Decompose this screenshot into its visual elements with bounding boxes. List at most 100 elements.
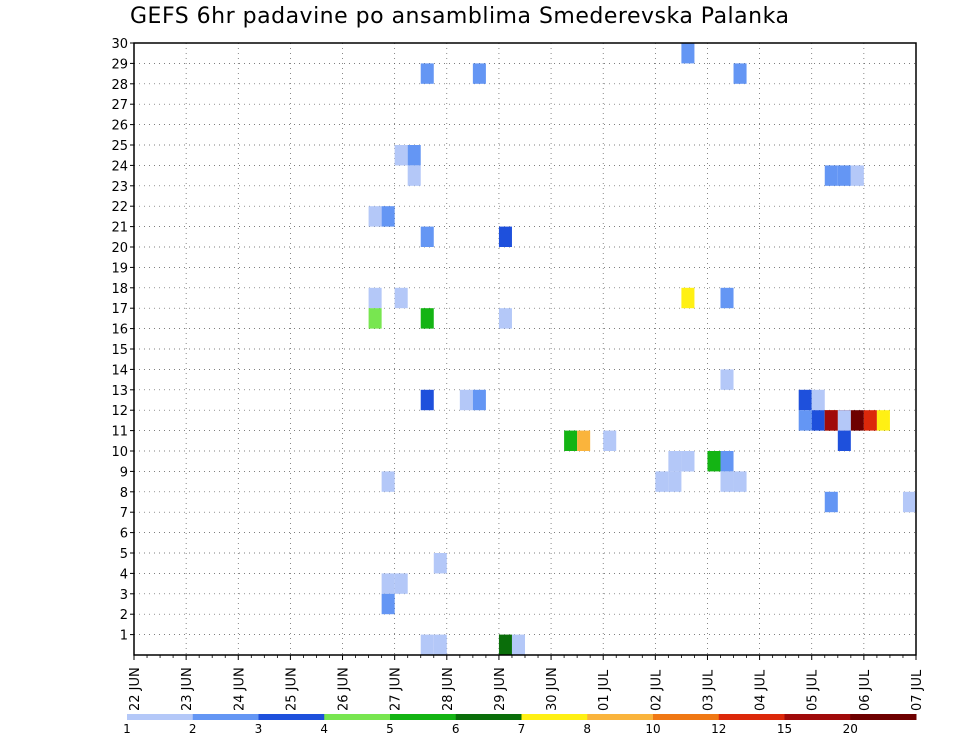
y-tick-label: 20: [111, 241, 128, 256]
heatmap-cell: [681, 43, 695, 64]
x-tick-label: 22 JUN: [128, 667, 143, 711]
y-tick-label: 25: [111, 139, 128, 154]
heatmap-cell: [824, 491, 838, 513]
y-tick-label: 19: [111, 261, 128, 276]
heatmap-cell: [577, 430, 591, 451]
legend-label: 20: [843, 722, 858, 736]
x-tick-label: 25 JUN: [284, 667, 299, 711]
x-tick-label: 02 JUL: [649, 669, 664, 711]
legend-label: 3: [255, 722, 263, 736]
heatmap-cell: [420, 308, 434, 329]
x-tick-label: 01 JUL: [597, 669, 612, 711]
heatmap-cell: [876, 410, 890, 431]
y-axis: 1234567891011121314151617181920212223242…: [111, 37, 134, 644]
heatmap-cell: [368, 287, 382, 309]
chart-title: GEFS 6hr padavine po ansamblima Smederev…: [130, 4, 790, 29]
legend-swatch: [653, 714, 720, 720]
heatmap-cell: [655, 471, 669, 492]
legend-label: 12: [711, 722, 726, 736]
heatmap-cell: [394, 573, 408, 594]
x-tick-label: 05 JUL: [806, 669, 821, 711]
y-tick-label: 15: [111, 343, 128, 358]
heatmap-cell: [902, 491, 916, 513]
heatmap-cell: [720, 451, 734, 472]
cells-layer: [368, 43, 916, 655]
y-tick-label: 11: [111, 425, 128, 440]
legend: 1 2 3 4 5 6 7 8 10 12 15 20: [123, 714, 917, 736]
heatmap-cell: [733, 63, 747, 84]
heatmap-cell: [733, 471, 747, 492]
heatmap-cell: [564, 430, 578, 451]
heatmap-cell: [720, 471, 734, 492]
x-tick-label: 06 JUL: [858, 669, 873, 711]
y-tick-label: 14: [111, 363, 128, 378]
y-tick-label: 7: [120, 506, 128, 521]
y-tick-label: 24: [111, 159, 128, 174]
heatmap-cell: [433, 553, 447, 574]
heatmap-cell: [511, 634, 525, 655]
heatmap-cell: [394, 287, 408, 309]
y-tick-label: 27: [111, 98, 128, 113]
y-tick-label: 18: [111, 282, 128, 297]
heatmap-cell: [798, 389, 812, 411]
y-tick-label: 8: [120, 486, 128, 501]
y-tick-label: 4: [120, 567, 128, 582]
y-tick-label: 17: [111, 302, 128, 317]
heatmap-cell: [707, 451, 721, 472]
heatmap-cell: [811, 389, 825, 411]
heatmap-cell: [498, 634, 512, 655]
x-tick-label: 04 JUL: [754, 669, 769, 711]
heatmap-cell: [368, 308, 382, 329]
y-tick-label: 3: [120, 588, 128, 603]
y-tick-label: 29: [111, 57, 128, 72]
legend-swatch: [587, 714, 654, 720]
x-tick-label: 26 JUN: [337, 667, 352, 711]
heatmap-cell: [720, 369, 734, 390]
y-tick-label: 30: [111, 37, 128, 52]
legend-swatch: [521, 714, 588, 720]
heatmap-cell: [368, 206, 382, 227]
y-tick-label: 1: [120, 629, 128, 644]
y-tick-label: 23: [111, 180, 128, 195]
heatmap-cell: [407, 165, 421, 186]
x-tick-label: 30 JUN: [545, 667, 560, 711]
heatmap-cell: [850, 410, 864, 431]
heatmap-cell: [720, 287, 734, 309]
heatmap-cell: [498, 308, 512, 329]
heatmap-cell: [472, 63, 486, 84]
y-tick-label: 13: [111, 384, 128, 399]
legend-swatch: [850, 714, 917, 720]
legend-swatch: [324, 714, 391, 720]
x-tick-label: 07 JUL: [910, 669, 925, 711]
y-tick-label: 2: [120, 608, 128, 623]
legend-swatch: [127, 714, 194, 720]
heatmap-cell: [811, 410, 825, 431]
x-tick-label: 29 JUN: [493, 667, 508, 711]
heatmap-cell: [381, 593, 395, 615]
x-tick-label: 27 JUN: [389, 667, 404, 711]
heatmap-cell: [459, 389, 473, 411]
heatmap-cell: [420, 634, 434, 655]
y-tick-label: 16: [111, 323, 128, 338]
legend-label: 5: [386, 722, 394, 736]
heatmap-cell: [381, 206, 395, 227]
heatmap-cell: [668, 451, 682, 472]
heatmap-cell: [420, 389, 434, 411]
y-tick-label: 5: [120, 547, 128, 562]
legend-swatch: [258, 714, 325, 720]
heatmap-cell: [381, 471, 395, 492]
heatmap-cell: [824, 410, 838, 431]
legend-label: 2: [189, 722, 197, 736]
legend-swatch: [192, 714, 259, 720]
x-tick-label: 03 JUL: [701, 669, 716, 711]
legend-swatch: [718, 714, 785, 720]
grid-layer: [134, 42, 916, 655]
legend-label: 10: [645, 722, 660, 736]
legend-label: 6: [452, 722, 460, 736]
heatmap-cell: [824, 165, 838, 186]
y-tick-label: 28: [111, 78, 128, 93]
y-tick-label: 10: [111, 445, 128, 460]
x-axis: 22 JUN 23 JUN 24 JUN 25 JUN 26 JUN 27 JUN 28 J…: [128, 655, 925, 711]
heatmap-cell: [381, 573, 395, 594]
